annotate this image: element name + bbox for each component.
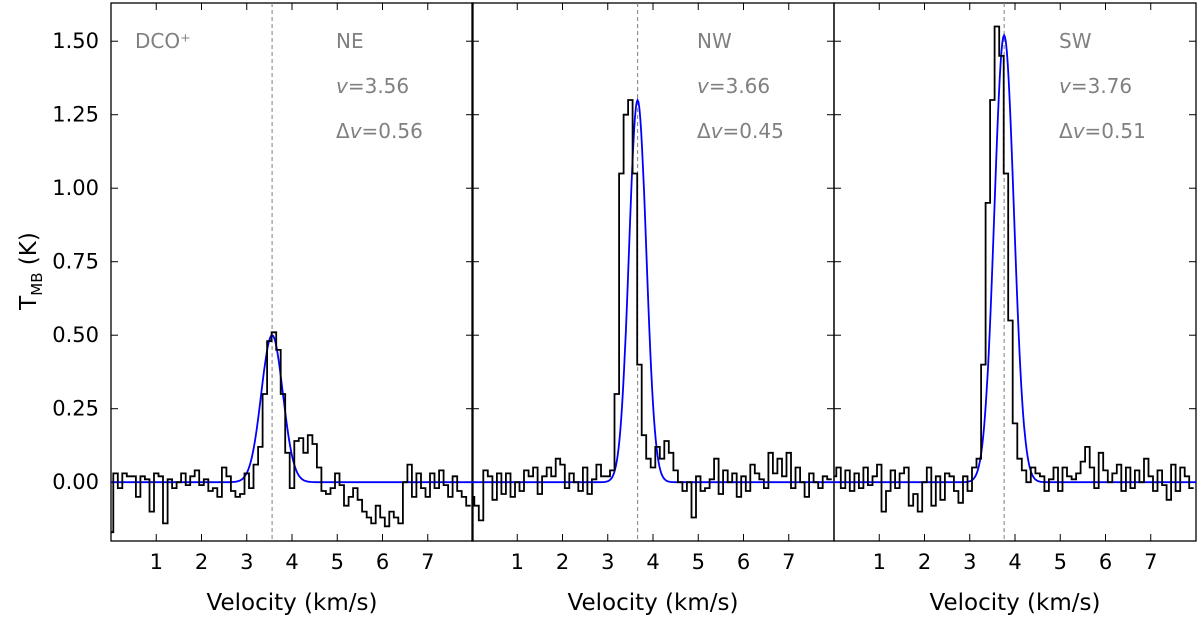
x-tick-label: 7 (421, 550, 434, 574)
fit-curve (834, 33, 1196, 484)
panels: 1 2 3 4 5 6 7 0.00 0.25 0.50 0.75 1.00 1.25 1.50 Veloc… (52, 2, 1197, 616)
observed-spectrum (111, 331, 471, 534)
x-tick-label: 4 (1008, 550, 1021, 574)
panel-frame (471, 2, 835, 542)
x-tick-label: 1 (150, 550, 163, 574)
x-axis-title: Velocity (km/s) (930, 590, 1101, 616)
velocity-symbol: v (711, 119, 724, 143)
velocity-value: =3.66 (709, 74, 770, 98)
x-tick-label: 2 (556, 550, 569, 574)
delta-symbol: Δ (697, 119, 711, 143)
y-axis-title-main: T (16, 295, 42, 311)
y-tick-label: 1.50 (52, 29, 99, 53)
delta-symbol: Δ (1059, 119, 1073, 143)
fit-curve (111, 334, 473, 484)
x-tick-label: 2 (918, 550, 931, 574)
x-tick-label: 1 (511, 550, 524, 574)
velocity-symbol: v (697, 74, 710, 98)
linewidth-annotation: Δv=0.51 (1059, 119, 1146, 143)
x-tick-label: 3 (963, 550, 976, 574)
velocity-symbol: v (336, 74, 349, 98)
fit-curve (472, 97, 834, 484)
y-axis-title-subscript: MB (28, 273, 46, 296)
panel-ne: 1 2 3 4 5 6 7 0.00 0.25 0.50 0.75 1.00 1.25 1.50 Veloc… (52, 2, 474, 616)
y-tick-label: 0.00 (52, 470, 99, 494)
x-tick-label: 6 (1099, 550, 1112, 574)
delta-symbol: Δ (336, 119, 350, 143)
observed-spectrum (472, 99, 832, 522)
x-tick-label: 1 (873, 550, 886, 574)
velocity-symbol: v (1059, 74, 1072, 98)
x-tick-label: 5 (1054, 550, 1067, 574)
x-tick-label: 5 (331, 550, 344, 574)
linewidth-value: =0.56 (362, 119, 423, 143)
velocity-value: =3.76 (1071, 74, 1132, 98)
linewidth-annotation: Δv=0.45 (697, 119, 784, 143)
panel-frame (833, 2, 1197, 542)
linewidth-annotation: Δv=0.56 (336, 119, 423, 143)
observed-spectrum (834, 25, 1194, 513)
x-tick-label: 3 (601, 550, 614, 574)
y-tick-label: 0.50 (52, 323, 99, 347)
linewidth-value: =0.51 (1085, 119, 1146, 143)
velocity-symbol: v (1073, 119, 1086, 143)
y-tick-label: 0.25 (52, 397, 99, 421)
x-tick-label: 6 (737, 550, 750, 574)
y-axis-title-unit: (K) (16, 232, 42, 272)
velocity-symbol: v (350, 119, 363, 143)
velocity-value: =3.56 (348, 74, 409, 98)
y-tick-label: 1.25 (52, 103, 99, 127)
x-tick-label: 7 (782, 550, 795, 574)
x-tick-label: 6 (376, 550, 389, 574)
y-tick-label: 1.00 (52, 176, 99, 200)
x-tick-label: 4 (285, 550, 298, 574)
x-tick-label: 7 (1144, 550, 1157, 574)
velocity-annotation: v=3.56 (336, 74, 409, 98)
region-label: SW (1059, 29, 1092, 53)
x-tick-label: 4 (646, 550, 659, 574)
molecule-label: DCO⁺ (135, 29, 191, 53)
x-tick-label: 3 (240, 550, 253, 574)
x-axis-title: Velocity (km/s) (568, 590, 739, 616)
region-label: NE (336, 29, 364, 53)
x-axis-title: Velocity (km/s) (207, 590, 378, 616)
x-tick-label: 2 (195, 550, 208, 574)
x-tick-label: 5 (692, 550, 705, 574)
region-label: NW (697, 29, 732, 53)
linewidth-value: =0.45 (723, 119, 784, 143)
y-axis-title: TMB (K) (16, 232, 46, 311)
velocity-annotation: v=3.66 (697, 74, 770, 98)
y-tick-label: 0.75 (52, 250, 99, 274)
velocity-annotation: v=3.76 (1059, 74, 1132, 98)
panel-frame (110, 2, 474, 542)
